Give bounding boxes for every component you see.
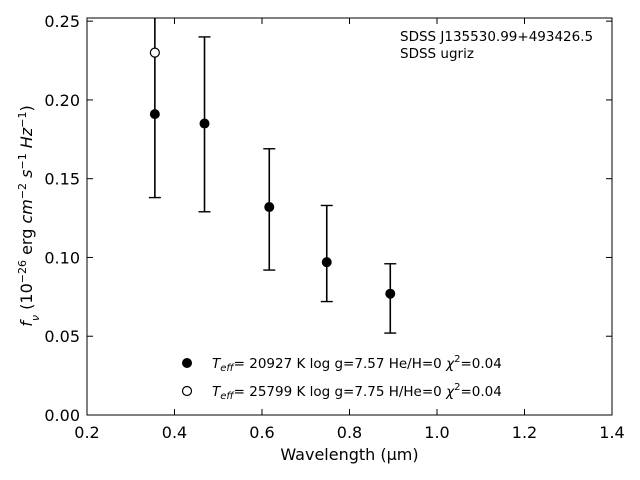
x-axis-label: Wavelength (μm)	[280, 445, 418, 464]
legend-marker-filled	[182, 358, 192, 368]
model-1-point	[264, 202, 275, 213]
error-bars	[148, 18, 397, 334]
x-tick-label: 0.4	[162, 423, 187, 442]
y-axis-ticks: 0.00 0.05 0.10 0.15 0.20 0.25	[44, 12, 612, 425]
y-tick-label: 0.20	[44, 91, 80, 110]
legend-label-model-1: Teff= 20927 K log g=7.57 He/H=0 χ2=0.04	[212, 354, 502, 374]
y-tick-label: 0.25	[44, 12, 80, 31]
legend: Teff= 20927 K log g=7.57 He/H=0 χ2=0.04 …	[181, 354, 502, 402]
object-name-annotation: SDSS J135530.99+493426.5	[400, 29, 593, 45]
y-tick-label: 0.05	[44, 327, 80, 346]
x-axis-ticks: 0.2 0.4 0.6 0.8 1.0 1.2 1.4	[74, 18, 625, 442]
x-tick-label: 1.2	[512, 423, 537, 442]
x-tick-label: 1.0	[424, 423, 449, 442]
model-1-point	[149, 109, 160, 120]
y-axis-label: fν (10−26 erg cm−2 s−1 Hz−1)	[16, 105, 42, 326]
model-1-point	[321, 257, 332, 268]
x-tick-label: 1.4	[599, 423, 624, 442]
model-1-point	[199, 118, 210, 129]
x-tick-label: 0.2	[74, 423, 99, 442]
y-tick-label: 0.10	[44, 248, 80, 267]
y-tick-label: 0.00	[44, 406, 80, 425]
x-tick-label: 0.6	[249, 423, 274, 442]
model-2-point	[149, 47, 160, 58]
filter-set-annotation: SDSS ugriz	[400, 46, 474, 62]
legend-marker-open	[181, 385, 193, 397]
y-tick-label: 0.15	[44, 170, 80, 189]
x-tick-label: 0.8	[337, 423, 362, 442]
data-points	[149, 47, 396, 299]
model-1-point	[385, 288, 396, 299]
legend-label-model-2: Teff= 25799 K log g=7.75 H/He=0 χ2=0.04	[212, 382, 502, 402]
